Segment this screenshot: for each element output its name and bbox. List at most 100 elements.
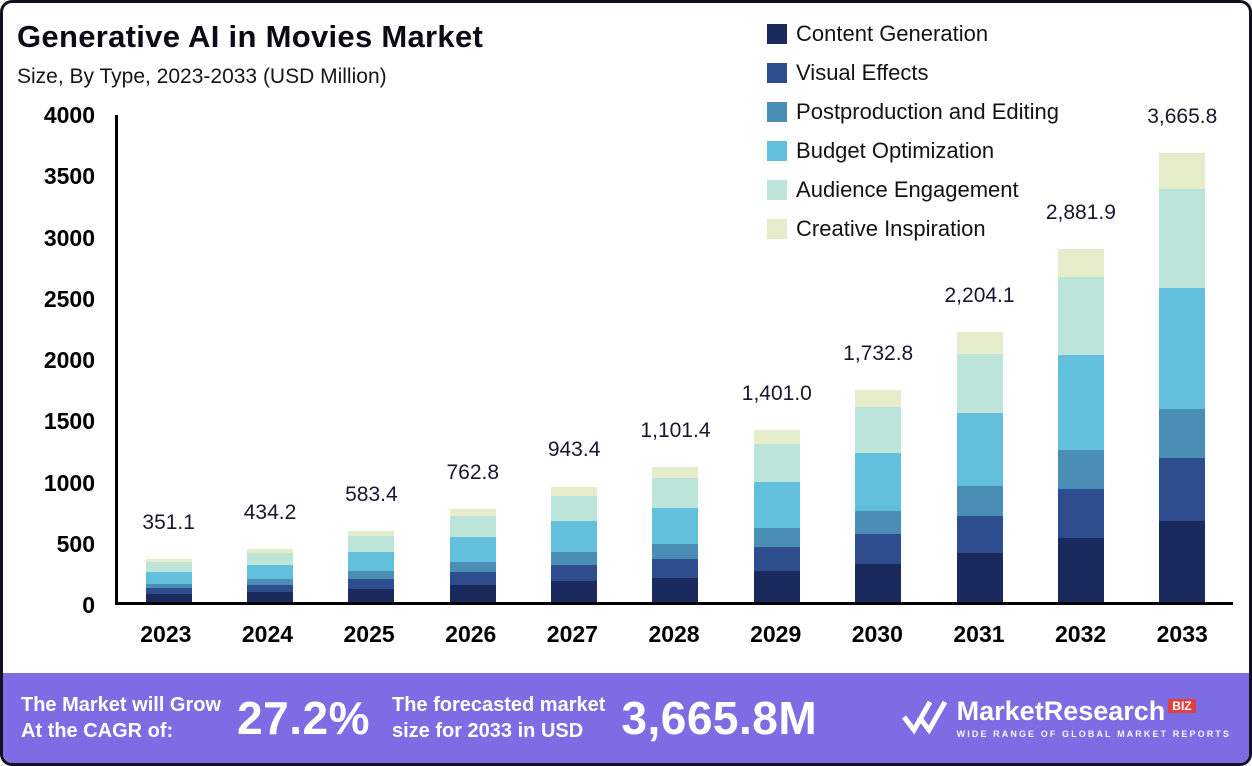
- bar-segment: [1057, 249, 1104, 278]
- bar-segment: [145, 559, 192, 563]
- y-tick-label: 0: [82, 592, 95, 618]
- bar-segment: [348, 579, 395, 590]
- bar-segment: [551, 581, 598, 602]
- legend-item: Visual Effects: [767, 60, 1059, 86]
- bar-segment: [247, 548, 294, 554]
- legend-swatch: [767, 24, 788, 44]
- bar-segment: [449, 561, 496, 573]
- bar-segment: [956, 413, 1003, 486]
- bar-segment: [1057, 354, 1104, 451]
- bar-total-label: 3,665.8: [1147, 104, 1218, 128]
- y-tick-label: 3000: [43, 224, 95, 251]
- legend-swatch: [767, 63, 788, 83]
- y-tick-label: 1500: [43, 408, 95, 435]
- legend-swatch: [767, 180, 788, 200]
- bar-segment: [855, 389, 902, 407]
- bar-slot: 1,101.4: [625, 115, 726, 602]
- bar-segment: [1159, 287, 1206, 409]
- bar-segment: [753, 571, 800, 602]
- bar-segment: [855, 563, 902, 602]
- brand-logo: MarketResearch BIZ WIDE RANGE OF GLOBAL M…: [901, 695, 1231, 742]
- cagr-label-line2: At the CAGR of:: [21, 720, 174, 742]
- bar-total-label: 2,204.1: [944, 284, 1015, 307]
- bar-segment: [652, 544, 699, 559]
- forecast-value: 3,665.8M: [621, 692, 818, 744]
- bar-segment: [855, 453, 902, 511]
- bar-slot: 434.2: [219, 115, 320, 602]
- double-check-icon: [901, 695, 947, 742]
- x-tick-label: 2030: [851, 621, 903, 647]
- legend-label: Postproduction and Editing: [796, 99, 1059, 124]
- bar-segment: [1159, 408, 1206, 459]
- forecast-label: The forecasted market size for 2033 in U…: [392, 692, 605, 744]
- header: Generative AI in Movies Market Size, By …: [17, 19, 483, 89]
- legend-item: Audience Engagement: [767, 177, 1059, 203]
- bar-segment: [145, 588, 192, 595]
- bar-slot: 351.1: [118, 115, 219, 602]
- legend-swatch: [767, 219, 788, 239]
- x-tick-label: 2033: [1156, 621, 1208, 647]
- bar-segment: [145, 562, 192, 572]
- legend-swatch: [767, 141, 788, 161]
- x-axis: 2023 2024 2025 2026 2027 2028 2029 2030 2031 2032…: [115, 621, 1233, 648]
- legend-label: Budget Optimization: [796, 138, 995, 163]
- bar-segment: [247, 592, 294, 602]
- stacked-bar: [652, 467, 699, 602]
- bar-slot: 1,732.8: [828, 115, 929, 602]
- bar-slot: 2,204.1: [929, 115, 1030, 602]
- bar-segment: [753, 547, 800, 572]
- bar-slot: 2,881.9: [1030, 115, 1131, 602]
- bar-total-label: 1,732.8: [843, 341, 914, 365]
- bar-segment: [855, 534, 902, 564]
- bar-segment: [1159, 152, 1206, 189]
- y-tick-label: 1000: [43, 469, 95, 496]
- bar-slot: 3,665.8: [1132, 105, 1233, 602]
- bar-total-label: 943.4: [547, 438, 601, 462]
- bar-segment: [247, 564, 294, 580]
- bar-segment: [247, 579, 294, 585]
- bar-segment: [956, 553, 1003, 602]
- bar-segment: [753, 444, 800, 482]
- bar-segment: [956, 353, 1003, 414]
- stacked-bar: [247, 548, 294, 602]
- bar-segment: [145, 571, 192, 584]
- bar-segment: [753, 481, 800, 529]
- bar-segment: [1057, 489, 1104, 539]
- bar-segment: [247, 553, 294, 565]
- bar-total-label: 583.4: [345, 482, 398, 506]
- cagr-value: 27.2%: [237, 692, 370, 744]
- y-tick-label: 3500: [43, 163, 95, 190]
- cagr-label: The Market will Grow At the CAGR of:: [21, 692, 221, 744]
- bar-segment: [956, 485, 1003, 516]
- bar-segment: [551, 495, 598, 522]
- bar-segment: [449, 508, 496, 517]
- bar-segment: [1159, 188, 1206, 288]
- legend-item: Budget Optimization: [767, 138, 1059, 164]
- bar-segment: [652, 507, 699, 544]
- bar-segment: [551, 521, 598, 553]
- legend-label: Visual Effects: [796, 60, 929, 85]
- stacked-bar: [348, 530, 395, 602]
- bar-segment: [551, 552, 598, 566]
- bar-slot: 583.4: [321, 115, 422, 602]
- bar-segment: [956, 332, 1003, 354]
- plot-area: 351.1 434.2 583.4 762.8 943.4 1,101.4 1,401.0 1…: [115, 105, 1233, 605]
- stacked-bar: [145, 559, 192, 602]
- footer-banner: The Market will Grow At the CAGR of: 27.…: [3, 673, 1249, 763]
- bar-segment: [449, 516, 496, 537]
- bar-segment: [551, 565, 598, 582]
- bar-slot: 943.4: [523, 115, 624, 602]
- x-tick-label: 2026: [445, 621, 497, 647]
- bar-slot: 762.8: [422, 115, 523, 602]
- x-tick-label: 2023: [140, 621, 192, 647]
- brand-text: MarketResearch BIZ WIDE RANGE OF GLOBAL M…: [957, 697, 1231, 739]
- bar-segment: [247, 584, 294, 593]
- y-tick-label: 2500: [43, 285, 95, 312]
- legend-swatch: [767, 102, 788, 122]
- bar-total-label: 1,401.0: [741, 382, 812, 406]
- bar-segment: [551, 486, 598, 496]
- cagr-label-line1: The Market will Grow: [21, 694, 222, 716]
- x-tick-label: 2028: [648, 621, 700, 647]
- y-tick-label: 500: [56, 530, 95, 557]
